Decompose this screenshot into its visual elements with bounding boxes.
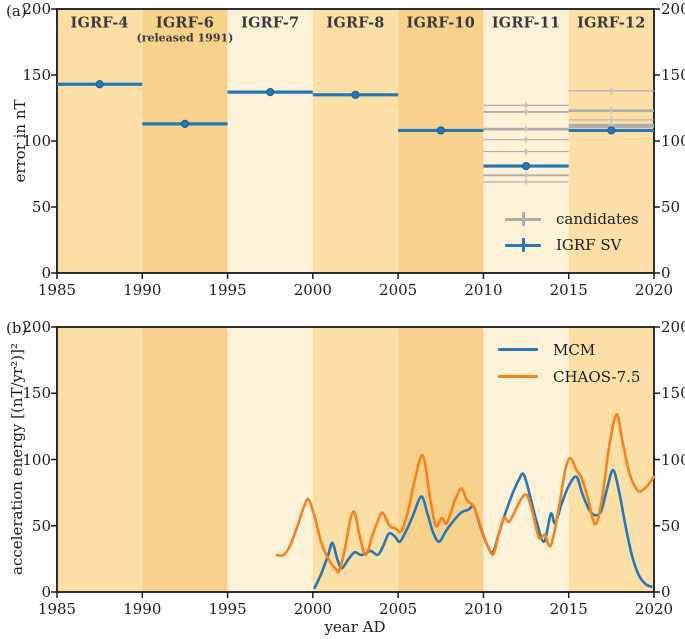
y-tick-label-left-a: 200 xyxy=(22,0,51,18)
panel-b-letter: (b) xyxy=(6,319,28,337)
legend-label-igrf-sv: IGRF SV xyxy=(556,236,622,254)
y-tick-label-left-a: 150 xyxy=(22,66,51,84)
chaos-line-icon xyxy=(498,375,538,378)
band-igrf-10 xyxy=(398,327,484,592)
candidate-marker-dot xyxy=(524,127,528,132)
igrf-sv-marker-igrf-4 xyxy=(95,80,104,89)
panel-b-legend: MCM CHAOS-7.5 xyxy=(498,336,640,390)
legend-label-candidates: candidates xyxy=(556,210,639,228)
band-igrf-10 xyxy=(398,9,484,273)
panel-a-legend: candidates IGRF SV xyxy=(505,206,639,258)
band-label-igrf-10: IGRF-10 xyxy=(406,14,476,32)
candidate-marker-dot xyxy=(524,103,528,108)
y-tick-label-left-b: 150 xyxy=(22,384,51,403)
panel-b-plot xyxy=(51,326,660,598)
y-tick-label-right-a: 150 xyxy=(661,66,685,84)
band-igrf-11 xyxy=(483,327,569,592)
igrf-sv-marker-igrf-8 xyxy=(351,90,360,99)
y-tick-label-left-a: 100 xyxy=(22,132,51,150)
x-tick-label-a: 2010 xyxy=(464,281,503,299)
y-tick-label-left-b: 50 xyxy=(31,516,51,535)
x-tick-label-a: 2005 xyxy=(379,281,418,299)
igrf-sv-marker-igrf-6 xyxy=(180,119,190,128)
igrf-sv-marker-igrf-7 xyxy=(266,88,275,97)
candidate-marker-dot xyxy=(524,137,528,142)
y-tick-label-right-b: 0 xyxy=(661,583,671,601)
x-tick-label-b: 1990 xyxy=(123,600,162,618)
x-tick-label-a: 2000 xyxy=(293,281,332,299)
y-tick-label-right-a: 50 xyxy=(661,198,681,216)
y-tick-label-right-b: 50 xyxy=(661,516,681,535)
band-igrf-6 xyxy=(142,327,228,592)
candidate-marker-dot xyxy=(609,108,614,113)
band-label-igrf-8: IGRF-8 xyxy=(326,14,385,32)
panel-a-letter: (a) xyxy=(6,2,27,20)
mcm-line-icon xyxy=(498,348,538,351)
igrf-sv-marker-igrf-11 xyxy=(521,161,531,171)
y-tick-label-right-a: 200 xyxy=(661,0,685,18)
plot-border xyxy=(56,326,655,593)
x-tick-label-b: 1995 xyxy=(208,600,247,618)
y-tick-label-left-b: 100 xyxy=(22,450,51,469)
band-igrf-7 xyxy=(227,9,313,273)
y-tick-label-left-a: 50 xyxy=(31,198,51,216)
x-tick-label-b: 2005 xyxy=(379,600,418,618)
band-igrf-4 xyxy=(57,327,143,592)
x-tick-label-a: 2015 xyxy=(549,281,588,299)
candidate-marker-dot xyxy=(524,149,528,154)
panel-a-plot xyxy=(51,8,660,279)
candidates-errorbar-icon xyxy=(505,211,541,227)
band-igrf-8 xyxy=(312,9,399,273)
candidate-marker-dot xyxy=(524,110,528,114)
igrf-sv-errorbar-icon xyxy=(505,237,541,253)
band-igrf-7 xyxy=(227,327,313,592)
legend-item-mcm: MCM xyxy=(498,336,640,363)
candidate-marker-dot xyxy=(524,180,528,184)
y-tick-label-right-a: 100 xyxy=(661,132,685,150)
band-label-igrf-11: IGRF-11 xyxy=(491,14,561,32)
band-sublabel-igrf-6: (released 1991) xyxy=(136,31,234,45)
band-igrf-4 xyxy=(57,9,143,273)
band-igrf-8 xyxy=(312,327,399,592)
x-tick-label-a: 2020 xyxy=(634,281,674,299)
band-igrf-12 xyxy=(568,9,654,273)
legend-label-mcm: MCM xyxy=(553,340,596,359)
x-axis-label: year AD xyxy=(324,618,386,636)
igrf-sv-marker-igrf-10 xyxy=(436,126,445,135)
y-tick-label-left-b: 200 xyxy=(22,318,51,336)
legend-item-chaos: CHAOS-7.5 xyxy=(498,363,640,390)
y-tick-label-right-b: 200 xyxy=(661,318,685,336)
y-tick-label-left-a: 0 xyxy=(41,264,51,282)
band-label-igrf-6: IGRF-6 xyxy=(155,14,215,32)
band-igrf-12 xyxy=(568,327,654,592)
band-label-igrf-4: IGRF-4 xyxy=(70,14,129,32)
plot-border xyxy=(56,8,655,274)
band-label-igrf-7: IGRF-7 xyxy=(241,14,300,32)
x-tick-label-a: 1985 xyxy=(37,281,77,299)
chaos-7-5-curve xyxy=(275,413,656,574)
x-tick-label-b: 1985 xyxy=(37,600,77,618)
y-tick-label-right-a: 0 xyxy=(661,264,671,282)
legend-label-chaos: CHAOS-7.5 xyxy=(553,367,641,386)
igrf-sv-marker-igrf-12 xyxy=(607,126,616,135)
legend-item-candidates: candidates xyxy=(505,206,639,232)
band-igrf-6 xyxy=(142,9,228,273)
candidate-marker-dot xyxy=(524,173,528,178)
y-tick-label-right-b: 100 xyxy=(661,450,685,469)
candidate-marker-dot xyxy=(609,117,614,122)
candidate-marker-dot xyxy=(609,88,614,93)
x-tick-label-a: 1995 xyxy=(208,281,247,299)
x-tick-label-a: 1990 xyxy=(123,281,162,299)
y-tick-label-left-b: 0 xyxy=(41,583,51,601)
x-tick-label-b: 2000 xyxy=(293,600,332,618)
x-tick-label-b: 2015 xyxy=(549,600,588,618)
x-tick-label-b: 2020 xyxy=(634,600,674,618)
legend-item-igrf-sv: IGRF SV xyxy=(505,232,639,258)
y-tick-label-right-b: 150 xyxy=(661,384,685,403)
x-tick-label-b: 2010 xyxy=(464,600,503,618)
band-label-igrf-12: IGRF-12 xyxy=(577,14,646,32)
